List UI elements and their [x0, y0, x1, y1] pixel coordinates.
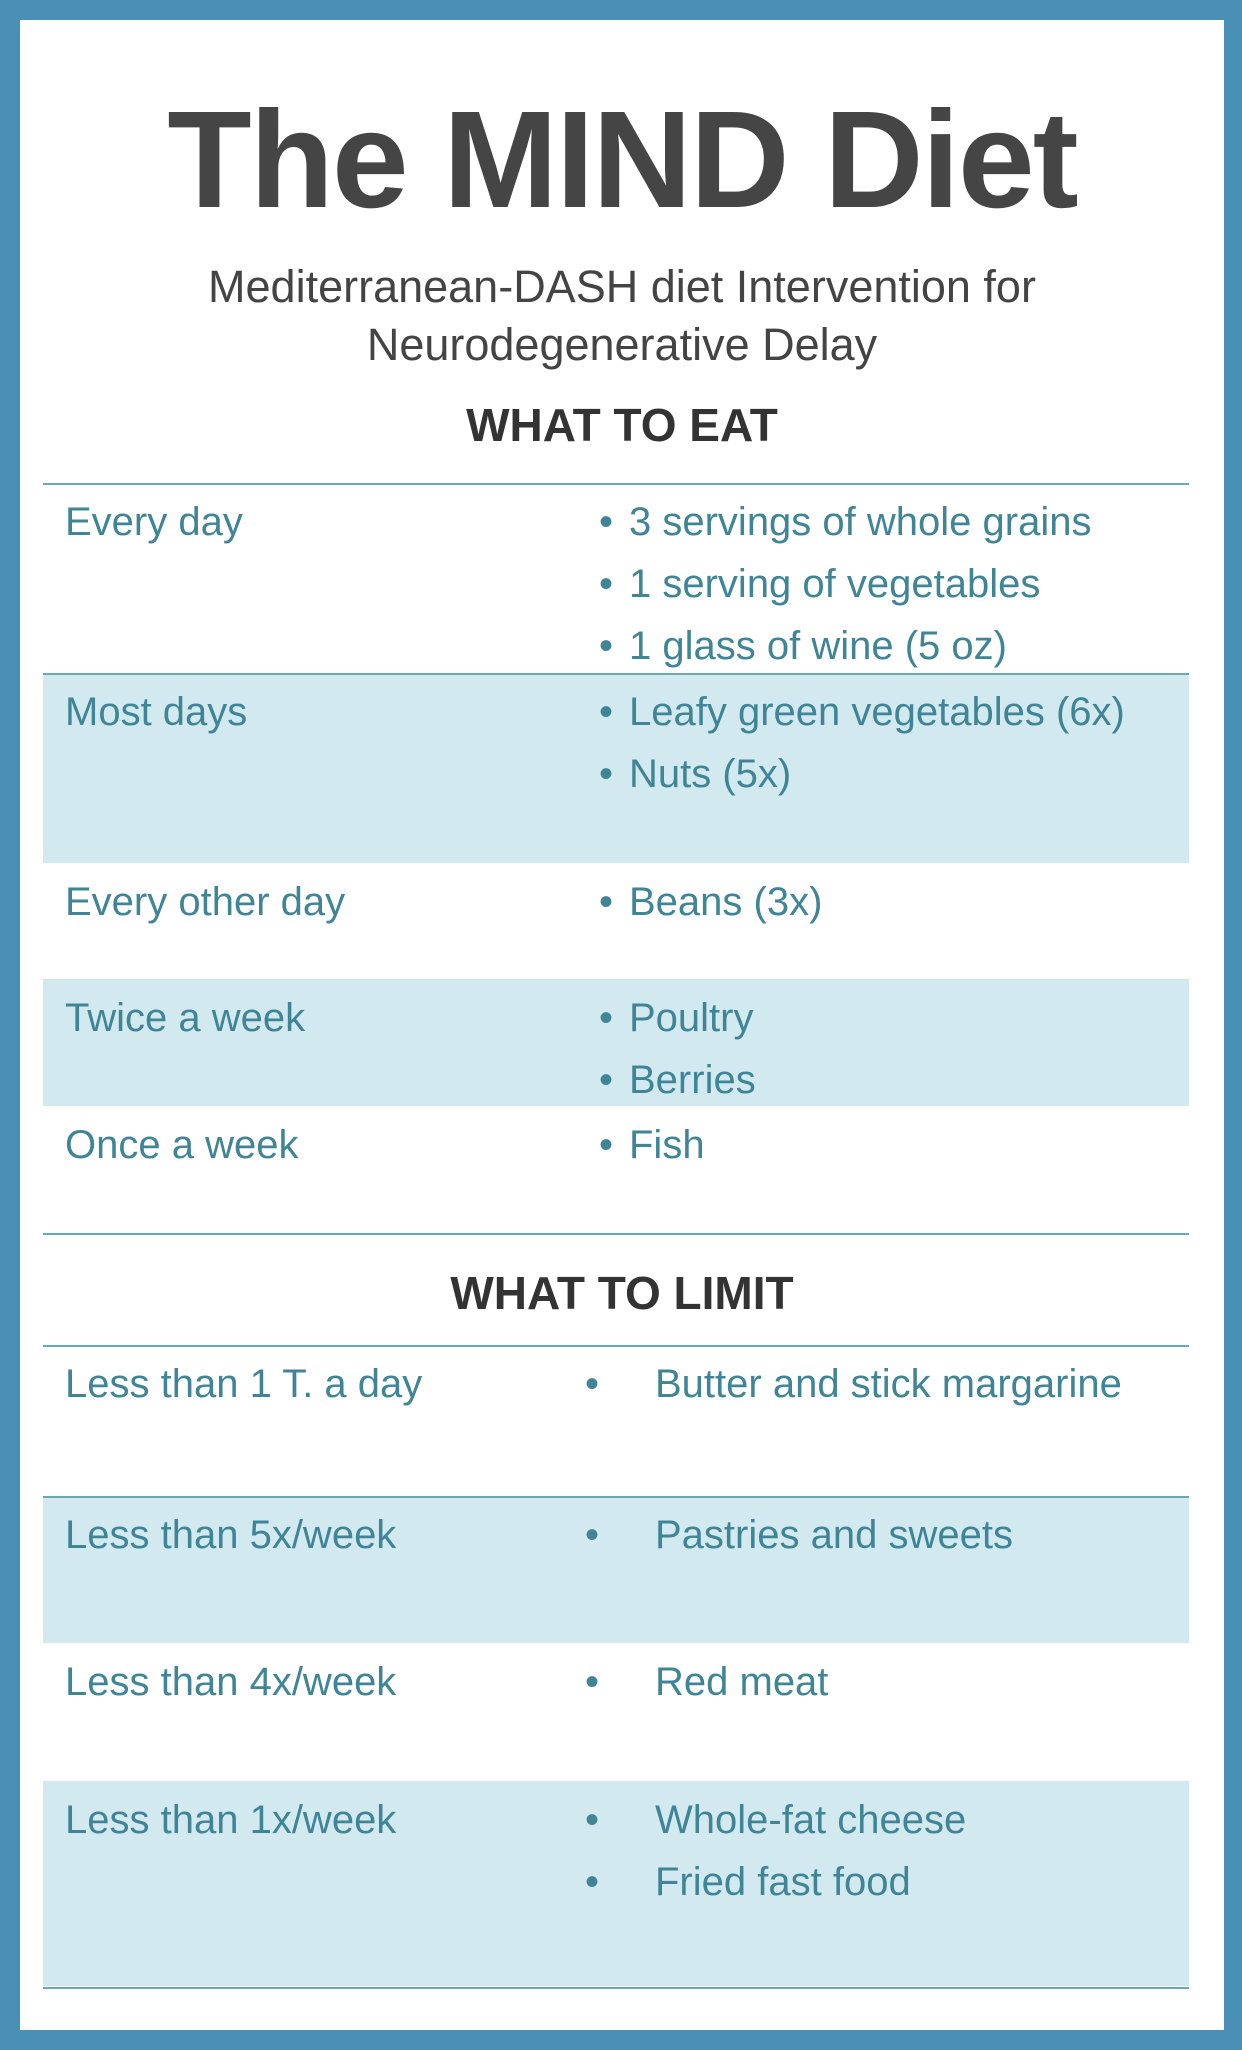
table-row: Every day • 3 servings of whole grains • 1 s…: [43, 483, 1189, 673]
frequency-label: Less than 1 T. a day: [65, 1362, 423, 1406]
bullet-icon: •: [599, 562, 614, 606]
food-item-text: 3 servings of whole grains: [629, 500, 1092, 544]
food-item: • Fish: [599, 1114, 1169, 1176]
food-item-text: Leafy green vegetables (6x): [629, 690, 1125, 734]
food-item: • Fried fast food: [585, 1851, 1175, 1913]
food-item-text: Pastries and sweets: [655, 1513, 1013, 1557]
table-row: Less than 1x/week • Whole-fat cheese • Fried…: [43, 1781, 1189, 1986]
frequency-label: Most days: [65, 690, 248, 734]
food-item-text: Red meat: [655, 1660, 829, 1704]
bullet-icon: •: [599, 690, 614, 734]
food-item: • Beans (3x): [599, 871, 1169, 933]
frequency-label: Less than 5x/week: [65, 1513, 397, 1557]
food-item-text: Whole-fat cheese: [655, 1798, 967, 1842]
food-item: • Poultry: [599, 987, 1169, 1049]
food-list: • Red meat: [585, 1651, 1175, 1713]
frequency-label: Every other day: [65, 880, 346, 924]
table-row: Twice a week • Poultry • Berries: [43, 979, 1189, 1106]
subtitle-line: Neurodegenerative Delay: [366, 319, 878, 370]
frequency-label: Every day: [65, 500, 243, 544]
table-row: Most days • Leafy green vegetables (6x) • Nu…: [43, 673, 1189, 863]
bullet-icon: •: [599, 624, 614, 668]
bullet-icon: •: [585, 1513, 600, 1557]
divider: [43, 1987, 1189, 1989]
table-row: Once a week • Fish: [43, 1106, 1189, 1234]
frequency-label: Twice a week: [65, 996, 306, 1040]
food-item: • Pastries and sweets: [585, 1504, 1175, 1566]
what-to-eat-heading: WHAT TO EAT: [466, 399, 778, 451]
food-item-text: 1 serving of vegetables: [629, 562, 1041, 606]
food-item-text: Beans (3x): [629, 880, 823, 924]
food-item-text: Fried fast food: [655, 1860, 911, 1904]
subtitle-line: Mediterranean-DASH diet Intervention for: [208, 261, 1036, 312]
bullet-icon: •: [599, 752, 614, 796]
food-item: • 1 glass of wine (5 oz): [599, 615, 1169, 677]
what-to-limit-table: Less than 1 T. a day • Butter and stick ma…: [43, 1345, 1189, 1989]
bullet-icon: •: [599, 996, 614, 1040]
food-item: • Berries: [599, 1049, 1169, 1111]
table-row: Less than 1 T. a day • Butter and stick ma…: [43, 1345, 1189, 1496]
food-list: • 3 servings of whole grains • 1 serving of…: [599, 491, 1169, 677]
bullet-icon: •: [599, 500, 614, 544]
divider: [43, 483, 1189, 485]
food-item: • Leafy green vegetables (6x): [599, 681, 1169, 743]
food-item-text: 1 glass of wine (5 oz): [629, 624, 1007, 668]
food-item-text: Berries: [629, 1058, 756, 1102]
bullet-icon: •: [585, 1860, 600, 1904]
food-item: • Red meat: [585, 1651, 1175, 1713]
food-list: • Beans (3x): [599, 871, 1169, 933]
frequency-label: Less than 1x/week: [65, 1798, 397, 1842]
table-row: Every other day • Beans (3x): [43, 863, 1189, 979]
divider: [43, 1496, 1189, 1498]
food-item: • Butter and stick margarine: [585, 1353, 1175, 1415]
food-item-text: Nuts (5x): [629, 752, 792, 796]
food-list: • Whole-fat cheese • Fried fast food: [585, 1789, 1175, 1913]
divider: [43, 1233, 1189, 1235]
food-item-text: Poultry: [629, 996, 754, 1040]
page-title: The MIND Diet: [167, 83, 1078, 237]
food-item: • Whole-fat cheese: [585, 1789, 1175, 1851]
food-item-text: Fish: [629, 1123, 705, 1167]
food-list: • Leafy green vegetables (6x) • Nuts (5x): [599, 681, 1169, 805]
divider: [43, 673, 1189, 675]
divider: [43, 1345, 1189, 1347]
food-list: • Butter and stick margarine: [585, 1353, 1175, 1415]
food-list: • Pastries and sweets: [585, 1504, 1175, 1566]
bullet-icon: •: [585, 1660, 600, 1704]
bullet-icon: •: [599, 1058, 614, 1102]
food-item: • 1 serving of vegetables: [599, 553, 1169, 615]
what-to-eat-table: Every day • 3 servings of whole grains • 1 s…: [43, 483, 1189, 1235]
food-item: • Nuts (5x): [599, 743, 1169, 805]
bullet-icon: •: [585, 1362, 600, 1406]
food-list: • Poultry • Berries: [599, 987, 1169, 1111]
bullet-icon: •: [585, 1798, 600, 1842]
table-row: Less than 4x/week • Red meat: [43, 1643, 1189, 1781]
food-list: • Fish: [599, 1114, 1169, 1176]
frequency-label: Less than 4x/week: [65, 1660, 397, 1704]
bullet-icon: •: [599, 1123, 614, 1167]
subtitle: Mediterranean-DASH diet Intervention for…: [20, 258, 1224, 374]
bullet-icon: •: [599, 880, 614, 924]
infographic-card: The MIND Diet Mediterranean-DASH diet In…: [20, 20, 1224, 2030]
what-to-limit-heading: WHAT TO LIMIT: [450, 1267, 794, 1319]
frequency-label: Once a week: [65, 1123, 299, 1167]
food-item: • 3 servings of whole grains: [599, 491, 1169, 553]
table-row: Less than 5x/week • Pastries and sweets: [43, 1496, 1189, 1643]
food-item-text: Butter and stick margarine: [655, 1362, 1122, 1406]
